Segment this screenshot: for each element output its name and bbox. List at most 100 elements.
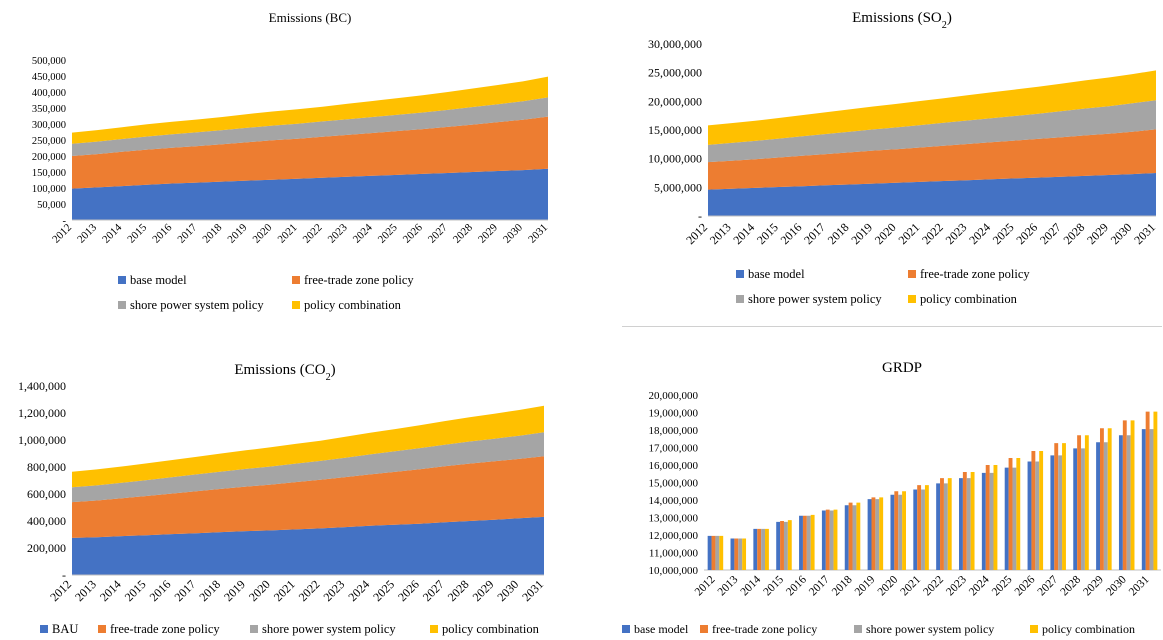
grdp-ytick-7: 17,000,000 [649,443,699,455]
so2-xtick-2014: 2014 [730,220,757,247]
grdp-ytick-9: 19,000,000 [649,408,699,420]
grdp-xtick-2016: 2016 [784,573,809,598]
co2-ytick-5: 1,000,000 [18,433,66,447]
co2-legend-swatch-free-trade-zone-policy [98,625,106,633]
grdp-xtick-2029: 2029 [1081,573,1106,598]
grdp-xtick-2014: 2014 [738,573,763,598]
co2-xtick-2015: 2015 [122,577,149,604]
grdp-legend-label-shore-power-system-policy: shore power system policy [866,622,994,636]
grdp-xtick-2013: 2013 [716,573,741,598]
so2-ytick-2: 10,000,000 [648,152,702,166]
grdp-bar-2019-free-trade-zone-policy [871,497,876,571]
grdp-legend-label-base-model: base model [634,622,689,636]
grdp-bar-2019-base-model [867,499,872,571]
grdp-bar-2028-free-trade-zone-policy [1077,435,1082,570]
grdp-legend-policy-combination: policy combination [1030,622,1135,636]
grdp-bar-2019-policy-combination [879,497,884,571]
grdp-bar-2027-free-trade-zone-policy [1054,443,1059,571]
grdp-title: GRDP [882,360,922,376]
so2-legend-swatch-base-model [736,270,744,278]
bc-ytick-1: 50,000 [37,200,66,211]
grdp-bar-2026-policy-combination [1039,451,1044,570]
so2-ytick-6: 30,000,000 [648,37,702,51]
co2-legend-swatch-bau [40,625,48,633]
grdp-bar-2027-base-model [1050,455,1055,571]
co2-xtick-2030: 2030 [494,577,521,604]
co2-ytick-2: 400,000 [27,514,66,528]
grdp-bar-2018-shore-power-system-policy [852,505,857,570]
grdp-bars [707,411,1158,571]
grdp-legend-shore-power-system-policy: shore power system policy [854,622,994,636]
bc-xtick-2022: 2022 [301,222,325,246]
grdp-bar-2016-shore-power-system-policy [806,515,811,570]
bc-xtick-2015: 2015 [125,221,149,245]
bc-xtick-2016: 2016 [150,221,174,245]
so2-area-policy-combination [708,70,1156,145]
grdp-xtick-2015: 2015 [761,573,786,598]
grdp-bar-2022-policy-combination [947,478,952,571]
grdp-xtick-2030: 2030 [1104,573,1129,598]
co2-xtick-2022: 2022 [296,577,323,604]
grdp-legend-swatch-policy-combination [1030,625,1038,633]
grdp-xtick-2020: 2020 [876,573,901,598]
grdp-legend-base-model: base model [622,622,689,636]
grdp-bar-2026-base-model [1027,461,1032,570]
grdp-bar-2031-base-model [1141,429,1146,571]
grdp-bar-2024-shore-power-system-policy [989,472,994,571]
grdp-bar-2021-base-model [913,489,918,570]
grdp-bar-2021-shore-power-system-policy [921,489,925,570]
grdp-bar-2029-policy-combination [1107,428,1112,570]
so2-area-shore-power-system-policy [708,100,1156,163]
bc-area-shore-power-system-policy [72,97,548,156]
grdp-ytick-4: 14,000,000 [649,495,699,507]
co2-xtick-2029: 2029 [470,577,497,604]
chart-grdp-svg: GRDP 10,000,000 11,000,000 12,000,000 13,000… [622,360,1161,636]
grdp-bar-2015-policy-combination [787,520,792,571]
grdp-bar-2015-free-trade-zone-policy [780,521,784,570]
grdp-bar-2012-policy-combination [719,535,724,571]
so2-xtick-2013: 2013 [707,220,734,247]
co2-xtick-2027: 2027 [420,577,447,604]
grdp-bar-2014-base-model [753,528,758,571]
bc-xtick-2030: 2030 [501,221,525,245]
grdp-bar-2021-free-trade-zone-policy [917,485,922,571]
grdp-bar-2031-free-trade-zone-policy [1145,411,1150,571]
so2-xtick-2022: 2022 [919,220,946,247]
chart-grdp: GRDP 10,000,000 11,000,000 12,000,000 13,000… [600,340,1163,640]
bc-ytick-10: 500,000 [32,56,66,67]
grdp-bar-2012-base-model [707,535,712,571]
bc-legend-label-free-trade-zone-policy: free-trade zone policy [304,273,414,287]
co2-ytick-1: 200,000 [27,541,66,555]
grdp-bar-2022-base-model [936,483,941,571]
grdp-bar-2023-base-model [959,478,963,571]
so2-legend-label-shore-power-system-policy: shore power system policy [748,292,882,306]
chart-co2-svg: Emissions (CO2) - 200,000 400,000 600,000 800… [18,362,546,636]
grdp-ytick-8: 18,000,000 [649,425,699,437]
co2-legend-label-free-trade-zone-policy: free-trade zone policy [110,622,220,636]
co2-xtick-2012: 2012 [47,577,74,604]
co2-xtick-2013: 2013 [72,577,99,604]
so2-xtick-2016: 2016 [778,220,805,247]
grdp-bar-2029-free-trade-zone-policy [1099,428,1104,570]
co2-plot-area [72,405,544,575]
bc-area-free-trade-zone-policy [72,116,548,189]
grdp-ytick-3: 13,000,000 [649,513,699,525]
grdp-bar-2022-free-trade-zone-policy [940,478,944,571]
chart-bc-svg: Emissions (BC) - 50,000 100,000 150,000 200,0… [32,10,550,312]
so2-plot-area [708,70,1156,216]
co2-xtick-2023: 2023 [321,577,348,604]
so2-xtick-2020: 2020 [872,220,899,247]
bc-xtick-2012: 2012 [50,222,74,246]
bc-legend-base-model: base model [118,273,187,287]
bc-xtick-2025: 2025 [376,221,400,245]
grdp-bar-2027-shore-power-system-policy [1058,455,1063,571]
grdp-legend-swatch-free-trade-zone-policy [700,625,708,633]
bc-xtick-2017: 2017 [175,221,199,245]
grdp-bar-2023-free-trade-zone-policy [962,472,967,570]
so2-legend-shore-power-system-policy: shore power system policy [736,292,882,306]
co2-legend-free-trade-zone-policy: free-trade zone policy [98,622,220,636]
bc-ytick-8: 400,000 [32,88,66,99]
grdp-ytick-5: 15,000,000 [649,478,699,490]
so2-xtick-2026: 2026 [1013,220,1040,247]
grdp-bar-2023-policy-combination [970,472,975,570]
